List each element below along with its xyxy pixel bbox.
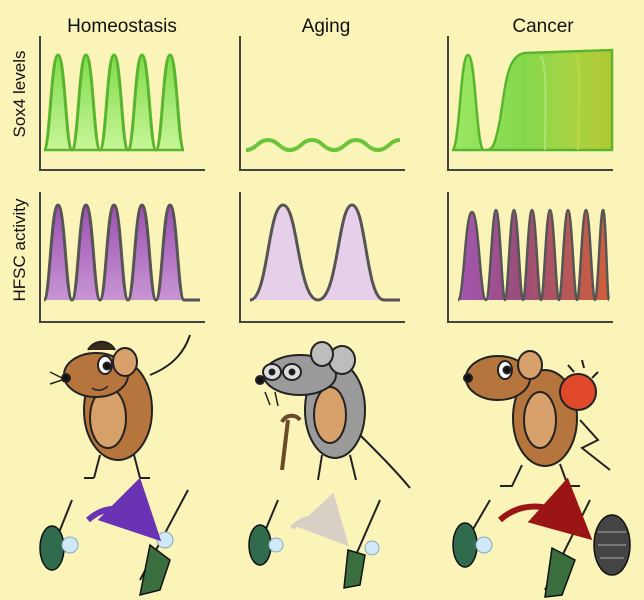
column-title-cancer: Cancer	[512, 16, 574, 37]
panel-axes	[239, 192, 405, 323]
hfsc-homeostasis-panel	[39, 192, 205, 323]
sox4-sustained-high	[450, 48, 614, 152]
aging-arrow	[290, 492, 349, 547]
hair-follicle-cycle-icon	[39, 477, 189, 597]
column-title-aging: Aging	[301, 16, 351, 37]
panel-axes	[239, 36, 405, 171]
old-mouse-icon	[255, 341, 411, 489]
cancer-arrow	[497, 477, 593, 541]
hair-follicle-cycle-icon	[248, 492, 381, 589]
sox4-aging-panel	[239, 36, 405, 171]
hfsc-peaks	[44, 205, 184, 300]
hair-follicle-tumor-icon	[452, 477, 631, 598]
hfsc-broad-peaks	[250, 205, 400, 300]
panel-axes	[39, 192, 205, 323]
hfsc-cancer-panel	[447, 192, 613, 323]
sox4-homeostasis-panel	[39, 36, 205, 171]
homeostasis-arrow	[86, 477, 162, 542]
panel-axes	[447, 192, 613, 323]
tumor-mouse-icon	[463, 350, 611, 487]
healthy-mouse-icon	[49, 334, 191, 479]
panel-axes	[39, 36, 205, 171]
column-title-homeostasis: Homeostasis	[67, 16, 177, 37]
sox4-cancer-panel	[447, 36, 614, 171]
hfsc-aging-panel	[239, 192, 405, 323]
panel-axes	[447, 36, 613, 171]
sox4-low-oscillation	[245, 137, 401, 153]
